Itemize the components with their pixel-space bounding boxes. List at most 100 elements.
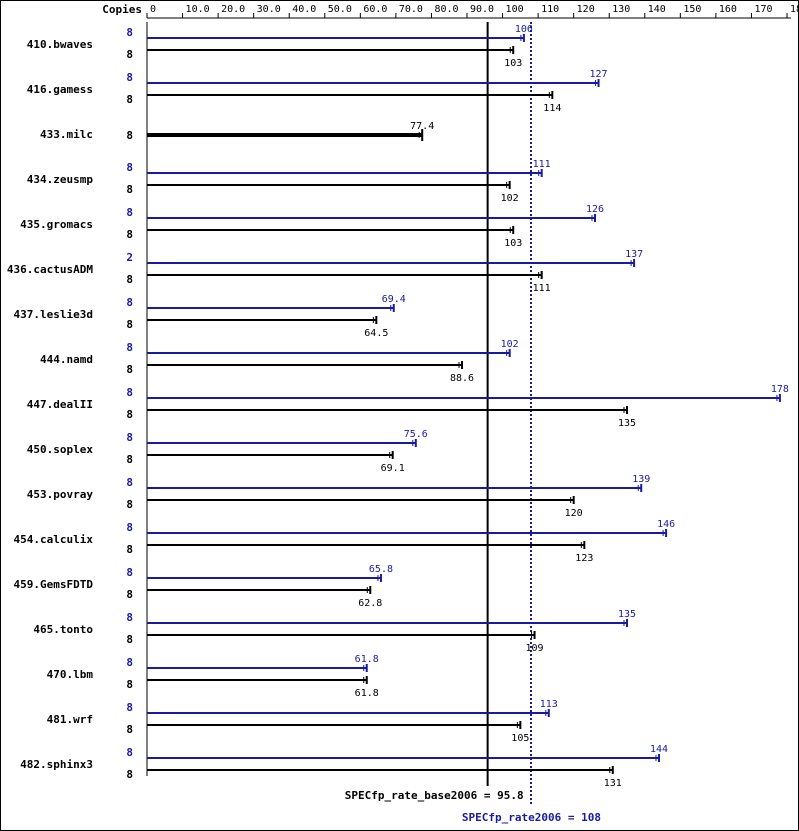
x-tick-label: 120 <box>577 4 595 15</box>
peak-copies: 8 <box>126 611 133 624</box>
x-tick-label: 0 <box>150 4 156 15</box>
peak-value-label: 178 <box>771 384 789 395</box>
base-mean-label: SPECfp_rate_base2006 = 95.8 <box>345 789 524 802</box>
base-copies: 8 <box>126 273 133 286</box>
base-copies: 8 <box>126 363 133 376</box>
peak-copies: 8 <box>126 746 133 759</box>
peak-value-label: 113 <box>540 699 558 710</box>
peak-copies: 8 <box>126 656 133 669</box>
benchmark-label: 465.tonto <box>33 623 93 636</box>
base-copies: 8 <box>126 183 133 196</box>
base-copies: 8 <box>126 768 133 781</box>
benchmark-label: 447.dealII <box>27 398 93 411</box>
benchmark-label: 434.zeusmp <box>27 173 94 186</box>
peak-value-label: 111 <box>533 159 551 170</box>
peak-copies: 8 <box>126 431 133 444</box>
benchmark-label: 433.milc <box>40 128 93 141</box>
base-copies: 8 <box>126 318 133 331</box>
base-copies: 8 <box>126 633 133 646</box>
peak-copies: 8 <box>126 26 133 39</box>
x-tick-label: 90.0 <box>470 4 494 15</box>
x-tick-label: 130 <box>612 4 630 15</box>
base-copies: 8 <box>126 48 133 61</box>
base-value-label: 88.6 <box>450 373 474 384</box>
peak-value-label: 106 <box>515 24 533 35</box>
x-tick-label: 150 <box>683 4 701 15</box>
peak-value-label: 146 <box>657 519 675 530</box>
base-value-label: 120 <box>565 508 583 519</box>
base-copies: 8 <box>126 498 133 511</box>
base-copies: 8 <box>126 723 133 736</box>
peak-mean-label: SPECfp_rate2006 = 108 <box>462 811 601 824</box>
benchmark-label: 450.soplex <box>27 443 94 456</box>
peak-copies: 2 <box>126 251 133 264</box>
x-tick-label: 180 <box>790 4 799 15</box>
benchmark-label: 454.calculix <box>14 533 94 546</box>
peak-value-label: 137 <box>625 249 643 260</box>
peak-copies: 8 <box>126 206 133 219</box>
base-value-label: 62.8 <box>358 598 382 609</box>
peak-value-label: 65.8 <box>369 564 393 575</box>
peak-copies: 8 <box>126 521 133 534</box>
benchmark-label: 482.sphinx3 <box>20 758 93 771</box>
peak-value-label: 127 <box>590 69 608 80</box>
base-value-label: 103 <box>504 58 522 69</box>
peak-copies: 8 <box>126 386 133 399</box>
x-tick-label: 50.0 <box>328 4 352 15</box>
benchmark-label: 416.gamess <box>27 83 93 96</box>
base-copies: 8 <box>126 588 133 601</box>
peak-value-label: 69.4 <box>382 294 406 305</box>
base-value-label: 105 <box>511 733 529 744</box>
x-tick-label: 170 <box>754 4 772 15</box>
peak-value-label: 139 <box>632 474 650 485</box>
x-tick-label: 100 <box>506 4 524 15</box>
base-copies: 8 <box>126 453 133 466</box>
benchmark-label: 453.povray <box>27 488 94 501</box>
x-tick-label: 40.0 <box>292 4 316 15</box>
peak-copies: 8 <box>126 161 133 174</box>
benchmark-label: 459.GemsFDTD <box>14 578 94 591</box>
base-value-label: 123 <box>575 553 593 564</box>
x-tick-label: 20.0 <box>221 4 245 15</box>
peak-value-label: 102 <box>501 339 519 350</box>
benchmark-label: 444.namd <box>40 353 93 366</box>
base-value-label: 77.4 <box>410 121 434 132</box>
x-tick-label: 10.0 <box>186 4 210 15</box>
base-value-label: 135 <box>618 418 636 429</box>
x-tick-label: 140 <box>648 4 666 15</box>
peak-copies: 8 <box>126 71 133 84</box>
base-value-label: 102 <box>501 193 519 204</box>
peak-value-label: 75.6 <box>404 429 428 440</box>
benchmark-label: 436.cactusADM <box>7 263 93 276</box>
benchmark-label: 410.bwaves <box>27 38 93 51</box>
base-value-label: 69.1 <box>381 463 405 474</box>
benchmark-label: 481.wrf <box>47 713 93 726</box>
benchmark-label: 435.gromacs <box>20 218 93 231</box>
base-value-label: 111 <box>533 283 551 294</box>
base-copies: 8 <box>126 93 133 106</box>
base-value-label: 131 <box>604 778 622 789</box>
x-tick-label: 110 <box>541 4 559 15</box>
base-copies: 8 <box>126 408 133 421</box>
peak-value-label: 61.8 <box>355 654 379 665</box>
peak-copies: 8 <box>126 566 133 579</box>
peak-value-label: 144 <box>650 744 668 755</box>
base-copies: 8 <box>126 678 133 691</box>
x-tick-label: 30.0 <box>257 4 281 15</box>
copies-header: Copies <box>102 3 142 16</box>
peak-copies: 8 <box>126 341 133 354</box>
base-value-label: 61.8 <box>355 688 379 699</box>
benchmark-label: 437.leslie3d <box>14 308 93 321</box>
peak-copies: 8 <box>126 296 133 309</box>
base-copies: 8 <box>126 543 133 556</box>
base-value-label: 109 <box>526 643 544 654</box>
x-tick-label: 80.0 <box>434 4 458 15</box>
peak-copies: 8 <box>126 476 133 489</box>
peak-copies: 8 <box>126 701 133 714</box>
x-tick-label: 70.0 <box>399 4 423 15</box>
base-value-label: 64.5 <box>364 328 388 339</box>
x-tick-label: 60.0 <box>363 4 387 15</box>
